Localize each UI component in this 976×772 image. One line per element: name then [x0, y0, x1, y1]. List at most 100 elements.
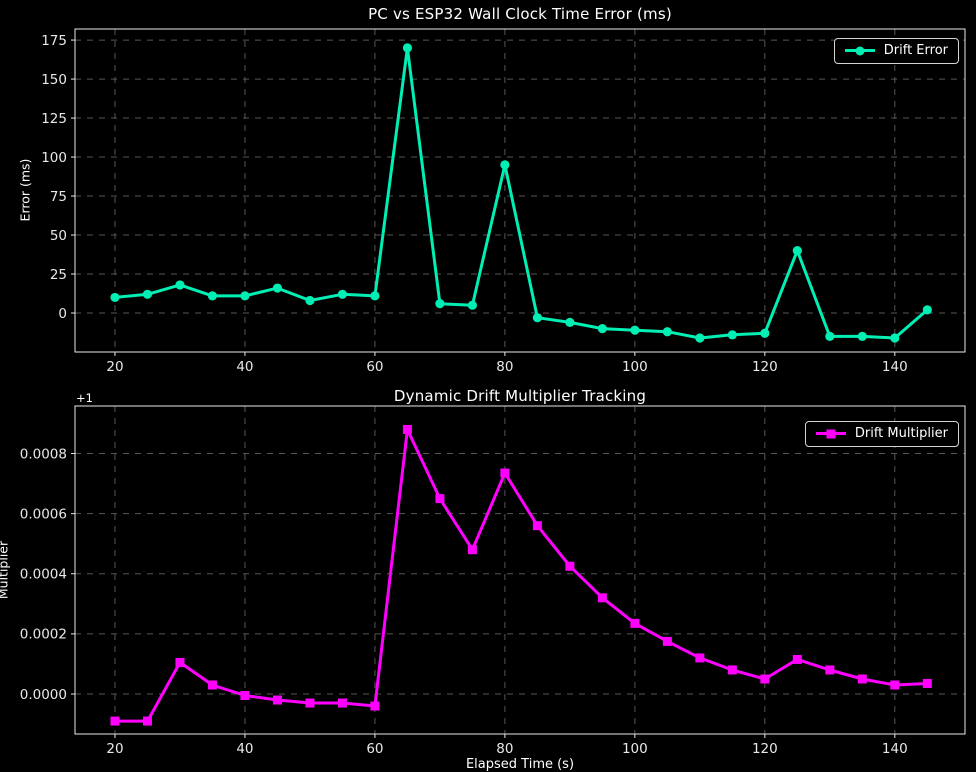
- data-point: [630, 618, 640, 628]
- y-tick-label: 125: [41, 111, 67, 127]
- data-point: [435, 299, 445, 309]
- data-point: [760, 328, 770, 338]
- x-tick-label: 20: [106, 741, 123, 757]
- y-tick-label: 0.0002: [20, 627, 67, 643]
- data-point: [337, 698, 347, 708]
- data-point: [467, 300, 477, 310]
- data-point: [565, 561, 575, 571]
- legend-line-sample: [844, 46, 875, 55]
- x-tick-label: 80: [496, 741, 513, 757]
- data-point: [207, 680, 217, 690]
- data-point: [760, 674, 770, 684]
- data-line: [113, 428, 929, 723]
- data-point: [890, 333, 900, 343]
- subplot-0: 20 40 60 80 100 120 140 0 25 50 75 100 125 150 175: [41, 28, 966, 375]
- data-point: [922, 678, 932, 688]
- legend-line-sample: [815, 429, 846, 438]
- y-tick-label: 0.0008: [20, 446, 67, 462]
- data-point: [532, 313, 542, 323]
- data-point: [630, 325, 640, 335]
- data-point: [305, 698, 315, 708]
- data-point: [727, 665, 737, 675]
- x-tick-label: 60: [366, 741, 383, 757]
- subplot-1: 20 40 60 80 100 120 140 0.0000 0.0002 0.0004 0.000…: [20, 405, 966, 757]
- x-tick-label: 60: [366, 359, 383, 375]
- axes-spine: [74, 28, 966, 353]
- data-point: [272, 283, 283, 293]
- data-point: [435, 494, 445, 504]
- data-point: [175, 657, 185, 667]
- data-point: [565, 317, 575, 327]
- data-point: [240, 691, 250, 701]
- data-point: [500, 160, 510, 170]
- data-point: [142, 716, 152, 726]
- y-tick-label: 175: [41, 33, 67, 49]
- x-tick-label: 140: [882, 741, 908, 757]
- x-tick-label: 20: [106, 359, 123, 375]
- data-point: [695, 333, 705, 343]
- legend-drift-multiplier[interactable]: Drift Multiplier: [804, 421, 959, 447]
- y-tick-label: 0.0006: [20, 506, 67, 522]
- y-tick-label: 0.0004: [20, 567, 67, 583]
- y-tick-label: 150: [41, 72, 67, 88]
- data-point: [792, 246, 802, 256]
- y-tick-label: 75: [50, 189, 67, 205]
- data-point: [110, 292, 120, 303]
- x-tick-label: 120: [752, 741, 778, 757]
- x-tick-label: 40: [236, 741, 253, 757]
- data-point: [402, 424, 412, 434]
- data-point: [272, 695, 282, 705]
- data-point: [402, 43, 413, 53]
- data-point: [597, 593, 607, 603]
- data-point: [890, 680, 900, 690]
- data-point: [110, 716, 120, 726]
- y-tick-label: 100: [41, 150, 67, 166]
- data-point: [467, 545, 477, 555]
- data-point: [662, 327, 672, 337]
- data-point: [370, 291, 380, 301]
- data-point: [695, 653, 705, 663]
- data-point: [207, 291, 218, 301]
- data-point: [500, 468, 510, 478]
- data-point: [532, 521, 542, 531]
- chart2-title: Dynamic Drift Multiplier Tracking: [393, 387, 647, 405]
- data-point: [857, 674, 867, 684]
- data-point: [597, 324, 607, 334]
- y-tick-label: 50: [50, 228, 67, 244]
- circle-marker-icon: [855, 46, 865, 55]
- chart2-x-axis-label: Elapsed Time (s): [465, 757, 575, 772]
- y-tick-label: 0: [58, 306, 67, 322]
- data-point: [727, 330, 737, 340]
- data-point: [305, 295, 315, 306]
- data-point: [240, 291, 250, 301]
- chart2-axis-offset-text: +1: [76, 391, 93, 405]
- data-point: [792, 654, 802, 664]
- y-tick-label: 0.0000: [20, 687, 67, 703]
- legend-drift-error[interactable]: Drift Error: [833, 38, 959, 64]
- x-tick-label: 120: [752, 359, 778, 375]
- legend-label: Drift Multiplier: [854, 426, 948, 441]
- data-line: [113, 46, 929, 340]
- x-tick-label: 80: [496, 359, 513, 375]
- data-point: [857, 331, 867, 342]
- chart2-y-axis-label: Multiplier: [0, 540, 11, 600]
- x-tick-label: 100: [622, 741, 648, 757]
- x-tick-label: 140: [882, 359, 908, 375]
- data-point: [142, 289, 153, 299]
- x-tick-label: 100: [622, 359, 648, 375]
- data-point: [662, 636, 672, 646]
- data-point: [922, 305, 932, 315]
- data-point: [175, 280, 185, 290]
- data-point: [337, 289, 348, 299]
- square-marker-icon: [826, 429, 836, 438]
- chart1-title: PC vs ESP32 Wall Clock Time Error (ms): [368, 5, 672, 23]
- data-point: [825, 331, 835, 342]
- legend-label: Drift Error: [883, 43, 948, 58]
- x-tick-label: 40: [236, 359, 253, 375]
- data-point: [825, 665, 835, 675]
- data-point: [370, 701, 380, 711]
- axes-spine: [74, 405, 966, 735]
- chart1-y-axis-label: Error (ms): [17, 158, 33, 222]
